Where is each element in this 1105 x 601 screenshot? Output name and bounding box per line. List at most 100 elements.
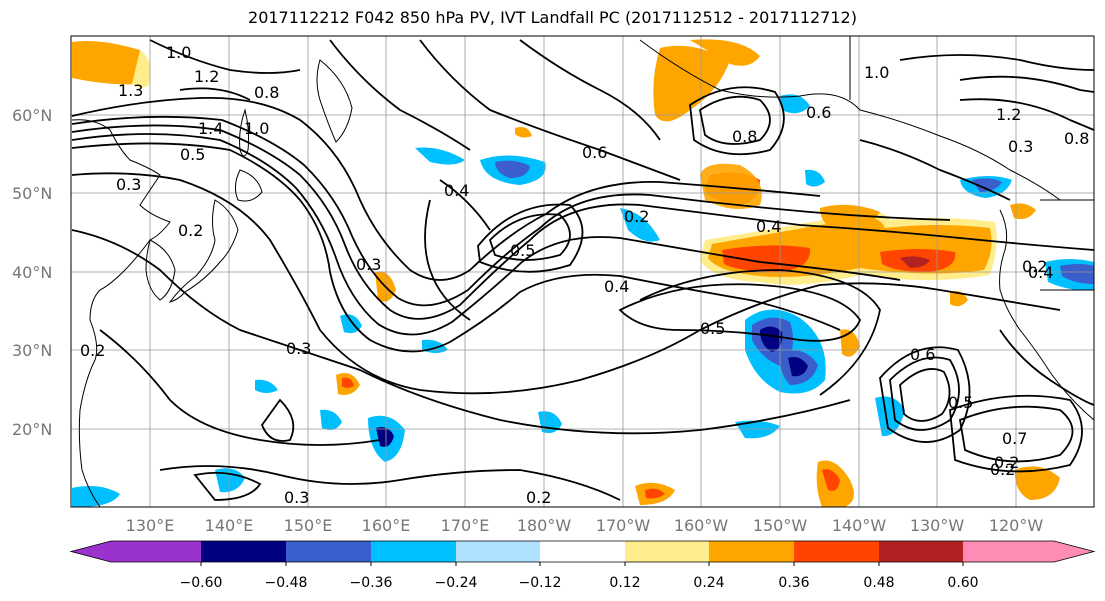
colorbar-tick-label: −0.36 <box>350 575 393 591</box>
contour-label: 0.8 <box>1064 129 1089 148</box>
coast-canada-border <box>849 36 1094 291</box>
contour-label: 0.8 <box>732 127 757 146</box>
contour-label: 1.3 <box>118 81 143 100</box>
contour-line <box>71 124 1094 320</box>
map-panel: 1.0 1.2 1.3 1.4 1.0 0.8 0.5 0.3 0.2 0.3 … <box>70 35 1095 508</box>
colorbar-segment <box>456 541 540 562</box>
contour-line <box>859 139 1011 201</box>
lat-tick-label: 40°N <box>12 263 52 282</box>
shade-orange <box>653 45 730 122</box>
contour-label: 0.5 <box>510 241 535 260</box>
lat-tick-label: 60°N <box>12 106 52 125</box>
shade-lightblue <box>735 420 780 439</box>
contour-line <box>889 356 960 431</box>
coast-japan <box>168 199 239 303</box>
contour-line <box>519 39 661 141</box>
contour-label: 0.6 <box>582 143 607 162</box>
shade-orange <box>72 41 146 85</box>
contour-label: 0.3 <box>286 339 311 358</box>
contour-line <box>71 96 821 281</box>
contour-label: 0.4 <box>1028 263 1053 282</box>
shade-orange <box>515 127 532 138</box>
lon-tick-label: 130°W <box>910 516 965 535</box>
shade-yellow <box>132 50 151 88</box>
lat-tick-label: 30°N <box>12 341 52 360</box>
colorbar-segment <box>625 541 709 562</box>
lon-tick-label: 140°E <box>205 516 254 535</box>
shade-lightblue <box>320 409 342 430</box>
colorbar-tick-label: 0.36 <box>778 575 809 591</box>
contour-label: 0.4 <box>756 217 781 236</box>
contour-label: 1.2 <box>996 105 1021 124</box>
contour-line <box>149 39 301 74</box>
contour-label: 0.7 <box>1002 429 1027 448</box>
contour-line <box>179 87 251 101</box>
shade-lightblue <box>620 208 660 242</box>
colorbar-segment <box>286 541 371 562</box>
shade-lightblue <box>415 147 465 165</box>
contour-label: 0.2 <box>1022 257 1047 276</box>
lon-tick-labels: 130°E 140°E 150°E 160°E 170°E 180°W 170°… <box>126 516 1044 535</box>
shade-darkblue <box>760 326 783 352</box>
contour-label: 0.6 <box>910 345 935 364</box>
shade-orange <box>820 204 880 232</box>
shade-midblue <box>972 178 1002 192</box>
coast-asia <box>71 119 171 507</box>
shade-orange <box>700 163 762 209</box>
pv-contours <box>71 39 1094 501</box>
colorbar-segment <box>879 541 963 562</box>
contour-line <box>958 405 1074 463</box>
lon-tick-label: 150°W <box>753 516 808 535</box>
colorbar-tick-label: 0.12 <box>609 575 640 591</box>
coast-sakhalin <box>239 108 250 157</box>
contour-label: 0.2 <box>80 341 105 360</box>
coast-kamchatka <box>316 59 353 143</box>
colorbar-segment <box>371 541 456 562</box>
lon-tick-label: 180°W <box>517 516 572 535</box>
contour-label: 0.6 <box>806 103 831 122</box>
contour-label: 0.5 <box>948 393 973 412</box>
contour-line <box>949 394 1083 473</box>
colorbar-tick-label: −0.24 <box>435 575 478 591</box>
lon-tick-label: 140°W <box>832 516 887 535</box>
colorbar-tick-label: −0.12 <box>519 575 562 591</box>
shade-lightblue <box>805 169 825 187</box>
lat-tick-label: 50°N <box>12 184 52 203</box>
colorbar-tick-label: −0.60 <box>180 575 223 591</box>
contour-label: 0.5 <box>180 145 205 164</box>
contour-line <box>899 368 951 422</box>
contour-label: 0.2 <box>624 207 649 226</box>
contour-line <box>260 398 295 442</box>
contour-label: 0.5 <box>700 319 725 338</box>
contour-line <box>488 213 571 261</box>
lon-tick-label: 160°E <box>362 516 411 535</box>
contour-label: 0.8 <box>254 83 279 102</box>
shade-lightblue <box>72 486 120 507</box>
map-frame <box>70 35 1095 508</box>
shade-darkblue <box>376 427 394 447</box>
contour-line <box>193 471 262 501</box>
shade-lightblue <box>215 468 245 493</box>
contour-label: 0.3 <box>284 488 309 507</box>
contour-label: 0.3 <box>356 255 381 274</box>
contour-label: 0.2 <box>526 488 551 507</box>
contour-line <box>329 39 471 151</box>
contour-line <box>477 203 584 273</box>
contour-line <box>71 229 851 435</box>
colorbar-segment <box>540 541 625 562</box>
lon-tick-label: 170°W <box>596 516 651 535</box>
shade-red <box>645 488 665 499</box>
shade-midblue <box>1060 264 1094 284</box>
coast-hokkaido <box>234 169 263 202</box>
contour-label: 0.4 <box>604 277 629 296</box>
colorbar-segment <box>111 541 201 562</box>
contour-label: 1.2 <box>194 67 219 86</box>
contour-labels: 1.0 1.2 1.3 1.4 1.0 0.8 0.5 0.3 0.2 0.3 … <box>80 43 1089 507</box>
contour-line <box>71 133 901 336</box>
contour-line <box>71 142 841 353</box>
contour-line <box>159 465 621 501</box>
lon-tick-label: 160°W <box>674 516 729 535</box>
contour-line <box>71 115 951 307</box>
colorbar-segments <box>69 540 1096 566</box>
lat-tick-label: 20°N <box>12 420 52 439</box>
